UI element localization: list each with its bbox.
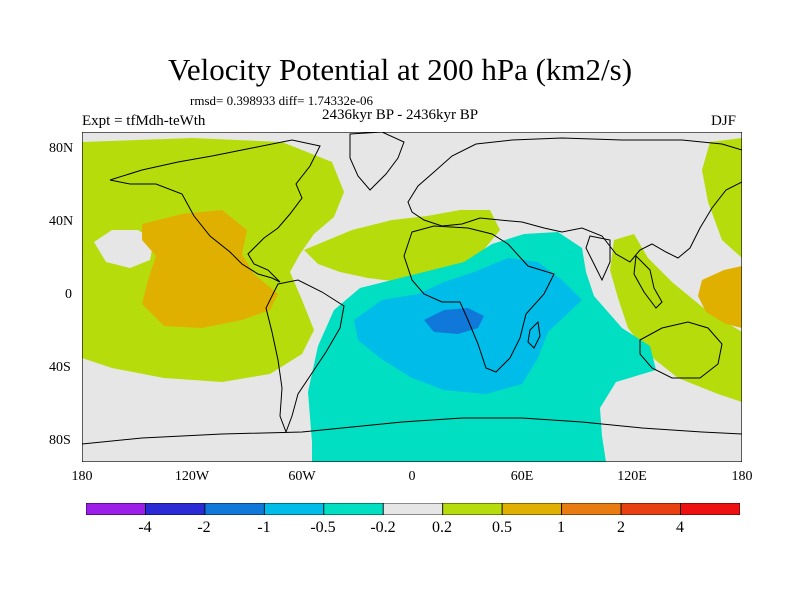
colorbar-swatch: [323, 503, 384, 515]
contour-region-blue-core: [424, 308, 484, 334]
time-period: 2436kyr BP - 2436kyr BP: [322, 107, 479, 123]
colorbar-swatch: [263, 503, 325, 515]
colorbar-label: 2: [617, 519, 625, 536]
colorbar-swatch: [680, 503, 740, 515]
lon-label-60w: 60W: [288, 469, 316, 484]
colorbar-label: -1: [257, 519, 271, 536]
colorbar-label: 0.2: [432, 519, 452, 536]
colorbar-label: 1: [557, 519, 565, 536]
velocity-potential-map: [82, 132, 742, 462]
lat-label-80n: 80N: [49, 141, 74, 156]
coastlines: [82, 132, 742, 445]
colorbar-swatch: [86, 503, 146, 515]
colorbar-swatch: [620, 503, 681, 515]
coastline-india: [585, 235, 611, 282]
lat-label-40n: 40N: [49, 214, 74, 229]
contour-region-lime-northeast: [702, 138, 742, 258]
colorbar-swatch: [442, 503, 503, 515]
coastline-antarctica: [82, 417, 742, 445]
colorbar-label: 4: [676, 519, 684, 536]
lat-label-equator: 0: [65, 287, 72, 302]
contour-region-lime-asia-pacific: [610, 234, 742, 402]
plot-title: Velocity Potential at 200 hPa (km2/s): [167, 52, 633, 87]
experiment-label: Expt = tfMdh-teWth: [82, 113, 206, 129]
colorbar-swatch: [501, 503, 563, 515]
lon-label-120e: 120E: [617, 469, 647, 484]
coastline-europe-asia: [407, 137, 742, 263]
coastline-southeast-asia: [633, 254, 663, 309]
colorbar-swatch: [204, 503, 265, 515]
season-label: DJF: [711, 113, 737, 129]
lon-label-180w: 180: [71, 469, 93, 484]
rmsd-diff-stats: rmsd= 0.398933 diff= 1.74332e-06: [190, 93, 374, 108]
coastline-greenland: [349, 132, 405, 191]
colorbar-label: -0.2: [370, 519, 396, 536]
lat-label-40s: 40S: [49, 360, 71, 375]
colorbar-swatch: [561, 503, 622, 515]
coastline-africa: [403, 225, 555, 373]
colorbar: [86, 503, 740, 515]
lon-label-60e: 60E: [510, 469, 534, 484]
lon-label-0: 0: [408, 469, 416, 484]
lon-label-180e: 180: [731, 469, 753, 484]
contour-region-orange-west-pacific: [698, 266, 742, 328]
coastline-south-america: [265, 279, 345, 434]
colorbar-swatch: [145, 503, 206, 515]
contour-region-lime-north-atlantic: [304, 210, 500, 282]
colorbar-label: -2: [197, 519, 211, 536]
colorbar-label: 0.5: [492, 519, 512, 536]
coastline-north-america: [109, 139, 321, 283]
lon-label-120w: 120W: [174, 469, 210, 484]
contour-region-grey-pacific: [94, 230, 154, 268]
colorbar-swatch: [382, 503, 444, 515]
colorbar-label: -0.5: [310, 519, 336, 536]
coastline-madagascar: [527, 320, 541, 349]
colorbar-label: -4: [138, 519, 152, 536]
contour-region-orange-pacific: [142, 210, 278, 328]
coastline-australia: [639, 321, 723, 379]
lat-label-80s: 80S: [49, 433, 71, 448]
